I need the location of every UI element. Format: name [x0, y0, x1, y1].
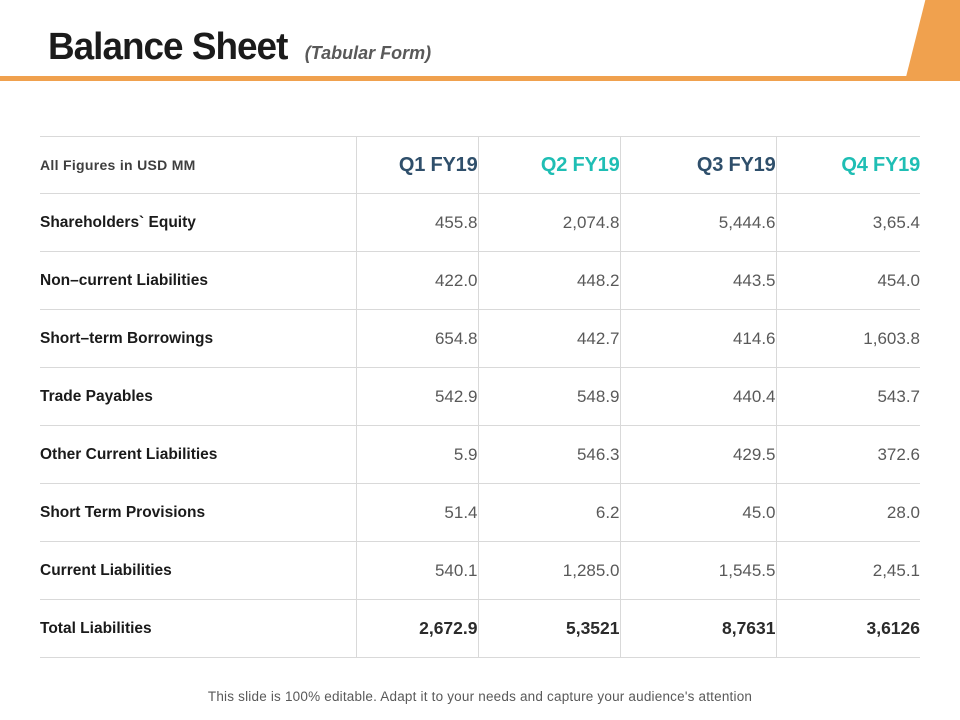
cell-value: 540.1 [355, 541, 478, 600]
table-row-trade-payables: Trade Payables 542.9 548.9 440.4 543.7 [40, 367, 920, 426]
column-header-q1: Q1 FY19 [355, 136, 478, 194]
table-row-short-term-provisions: Short Term Provisions 51.4 6.2 45.0 28.0 [40, 483, 920, 542]
cell-value: 51.4 [355, 483, 478, 542]
cell-value: 654.8 [355, 309, 478, 368]
balance-sheet-table: All Figures in USD MM Q1 FY19 Q2 FY19 Q3… [40, 136, 920, 658]
cell-value: 2,45.1 [775, 541, 920, 600]
cell-value: 1,603.8 [775, 309, 920, 368]
table-row-current-liabilities: Current Liabilities 540.1 1,285.0 1,545.… [40, 541, 920, 600]
cell-value: 443.5 [619, 251, 776, 310]
cell-value: 429.5 [619, 425, 776, 484]
cell-value: 45.0 [619, 483, 776, 542]
cell-value: 5,3521 [477, 599, 620, 658]
cell-value: 440.4 [619, 367, 776, 426]
row-label: Current Liabilities [40, 541, 356, 600]
cell-value: 455.8 [355, 193, 478, 252]
cell-value: 454.0 [775, 251, 920, 310]
slide-subtitle: (Tabular Form) [304, 43, 432, 63]
cell-value: 548.9 [477, 367, 620, 426]
cell-value: 8,7631 [619, 599, 776, 658]
cell-value: 442.7 [477, 309, 620, 368]
column-header-q4: Q4 FY19 [775, 136, 920, 194]
table-row-non-current-liabilities: Non–current Liabilities 422.0 448.2 443.… [40, 251, 920, 310]
cell-value: 1,285.0 [477, 541, 620, 600]
cell-value: 448.2 [477, 251, 620, 310]
cell-value: 5.9 [355, 425, 478, 484]
cell-value: 2,672.9 [355, 599, 478, 658]
cell-value: 2,074.8 [477, 193, 620, 252]
units-label: All Figures in USD MM [40, 136, 356, 194]
cell-value: 546.3 [477, 425, 620, 484]
cell-value: 6.2 [477, 483, 620, 542]
table-row-total-liabilities: Total Liabilities 2,672.9 5,3521 8,7631 … [40, 599, 920, 658]
table-row-shareholders-equity: Shareholders` Equity 455.8 2,074.8 5,444… [40, 193, 920, 252]
row-label: Non–current Liabilities [40, 251, 356, 310]
cell-value: 414.6 [619, 309, 776, 368]
row-label: Short Term Provisions [40, 483, 356, 542]
cell-value: 372.6 [775, 425, 920, 484]
table-header-row: All Figures in USD MM Q1 FY19 Q2 FY19 Q3… [40, 136, 920, 194]
row-label: Short–term Borrowings [40, 309, 356, 368]
column-header-q3: Q3 FY19 [619, 136, 776, 194]
cell-value: 3,6126 [775, 599, 920, 658]
cell-value: 28.0 [775, 483, 920, 542]
cell-value: 422.0 [355, 251, 478, 310]
accent-rule [0, 76, 960, 81]
table-row-other-current-liabilities: Other Current Liabilities 5.9 546.3 429.… [40, 425, 920, 484]
cell-value: 542.9 [355, 367, 478, 426]
slide-title: Balance Sheet [48, 26, 288, 68]
row-label: Total Liabilities [40, 599, 356, 658]
page-title: Balance Sheet (Tabular Form) [48, 26, 431, 69]
table-row-short-term-borrowings: Short–term Borrowings 654.8 442.7 414.6 … [40, 309, 920, 368]
slide-header: Balance Sheet (Tabular Form) [0, 0, 960, 82]
corner-accent-shape [905, 0, 960, 81]
footer-note: This slide is 100% editable. Adapt it to… [207, 689, 753, 704]
row-label: Trade Payables [40, 367, 356, 426]
cell-value: 3,65.4 [775, 193, 920, 252]
row-label: Other Current Liabilities [40, 425, 356, 484]
cell-value: 1,545.5 [619, 541, 776, 600]
column-header-q2: Q2 FY19 [477, 136, 620, 194]
cell-value: 5,444.6 [619, 193, 776, 252]
row-label: Shareholders` Equity [40, 193, 356, 252]
cell-value: 543.7 [775, 367, 920, 426]
